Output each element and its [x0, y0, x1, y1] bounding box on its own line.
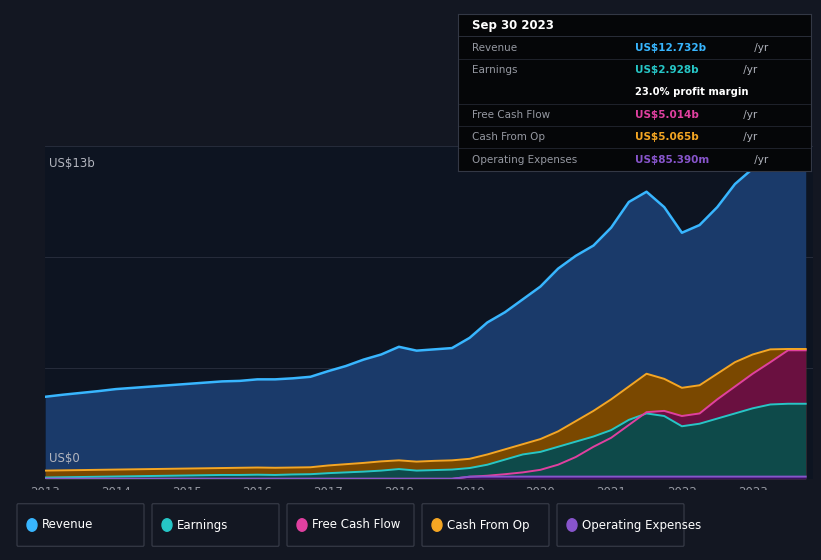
Circle shape [162, 519, 172, 531]
FancyBboxPatch shape [422, 504, 549, 546]
Text: US$12.732b: US$12.732b [635, 43, 706, 53]
Text: /yr: /yr [740, 132, 757, 142]
Text: US$85.390m: US$85.390m [635, 155, 709, 165]
FancyBboxPatch shape [17, 504, 144, 546]
FancyBboxPatch shape [287, 504, 414, 546]
Text: Cash From Op: Cash From Op [472, 132, 545, 142]
Text: Free Cash Flow: Free Cash Flow [312, 519, 401, 531]
Text: Revenue: Revenue [472, 43, 517, 53]
Text: 23.0% profit margin: 23.0% profit margin [635, 87, 748, 97]
Text: US$13b: US$13b [49, 157, 94, 170]
Circle shape [432, 519, 442, 531]
Text: /yr: /yr [751, 155, 768, 165]
Text: Revenue: Revenue [42, 519, 94, 531]
Text: /yr: /yr [740, 110, 757, 120]
Text: Operating Expenses: Operating Expenses [472, 155, 577, 165]
Text: Free Cash Flow: Free Cash Flow [472, 110, 550, 120]
Text: US$5.014b: US$5.014b [635, 110, 699, 120]
Text: /yr: /yr [751, 43, 768, 53]
Text: US$2.928b: US$2.928b [635, 65, 698, 75]
Text: /yr: /yr [740, 65, 757, 75]
Circle shape [567, 519, 577, 531]
Text: US$0: US$0 [49, 452, 80, 465]
Text: Cash From Op: Cash From Op [447, 519, 530, 531]
FancyBboxPatch shape [152, 504, 279, 546]
FancyBboxPatch shape [557, 504, 684, 546]
Text: Earnings: Earnings [177, 519, 228, 531]
Text: Earnings: Earnings [472, 65, 518, 75]
Text: Sep 30 2023: Sep 30 2023 [472, 18, 554, 32]
Text: Operating Expenses: Operating Expenses [582, 519, 701, 531]
Circle shape [27, 519, 37, 531]
Text: US$5.065b: US$5.065b [635, 132, 699, 142]
Circle shape [297, 519, 307, 531]
